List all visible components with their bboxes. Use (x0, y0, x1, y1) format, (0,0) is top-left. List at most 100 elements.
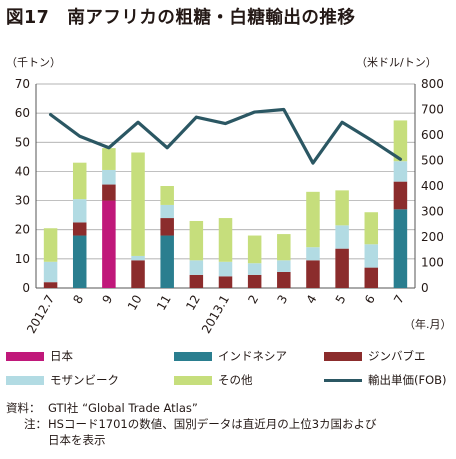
y-tick-label: 40 (15, 164, 30, 178)
legend-item-export-price: 輸出単価(FOB) (324, 372, 447, 388)
chart-svg: 0102030405060700100200300400500600700800… (6, 56, 452, 336)
bar-segment (102, 148, 116, 170)
legend-item-indonesia: インドネシア (174, 348, 287, 364)
bar-segment (306, 247, 320, 261)
legend-swatch-mozambique (6, 375, 44, 385)
bar-segment (72, 235, 87, 288)
legend-label-others: その他 (218, 373, 253, 387)
y2-tick-label: 500 (421, 154, 444, 168)
bar-segment (277, 234, 291, 261)
note-row: 注： HSコード1701の数値、国別データは直近月の上位3カ国および (6, 416, 456, 432)
x-tick-label: 2012.7 (24, 293, 57, 336)
bar-segment (160, 235, 174, 288)
x-tick-label: 8 (70, 293, 86, 307)
bar-segment (43, 282, 58, 288)
x-tick-label: 9 (100, 293, 116, 307)
bar-segment (189, 274, 204, 288)
note-line-1: HSコード1701の数値、国別データは直近月の上位3カ国および (48, 417, 377, 431)
bar-segment (247, 263, 262, 275)
bar-segment (277, 271, 291, 288)
y-tick-label: 70 (15, 77, 30, 91)
bar-segment (131, 255, 145, 261)
bar-segment (393, 181, 408, 210)
source-text: GTI社 “Global Trade Atlas” (48, 401, 198, 415)
legend-label-mozambique: モザンビーク (50, 373, 119, 387)
y-tick-label: 10 (15, 252, 30, 266)
bar-segment (160, 186, 174, 205)
legend-item-others: その他 (174, 372, 253, 388)
y-tick-label: 20 (15, 223, 30, 237)
bar-segment (102, 200, 116, 288)
legend-item-japan: 日本 (6, 348, 73, 364)
legend-label-zimbabwe: ジンバブエ (368, 349, 426, 363)
y-axis-label: （千トン） (6, 56, 61, 69)
bar-segment (247, 235, 262, 264)
bar-segment (364, 244, 379, 268)
bar-segment (131, 260, 145, 288)
legend: 日本 インドネシア ジンバブエ モザンビーク その他 輸出単価(FOB) (6, 348, 456, 396)
y2-tick-label: 400 (421, 179, 444, 193)
note-line-2: 日本を表示 (48, 433, 106, 447)
x-tick-label: 4 (304, 293, 320, 307)
y2-tick-label: 100 (421, 256, 444, 270)
x-tick-label: 5 (333, 293, 349, 307)
x-tick-label: 2 (245, 293, 261, 307)
bar-segment (189, 260, 204, 275)
bar-segment (218, 218, 233, 262)
y-tick-label: 30 (15, 194, 30, 208)
bar-segment (72, 199, 87, 223)
x-tick-label: 7 (391, 293, 407, 307)
y2-tick-label: 200 (421, 230, 444, 244)
bar-segment (335, 248, 349, 288)
x-tick-label: 11 (154, 293, 174, 313)
x-tick-label: 6 (362, 293, 378, 307)
legend-label-export-price: 輸出単価(FOB) (368, 373, 447, 387)
legend-item-mozambique: モザンビーク (6, 372, 119, 388)
title-text: 南アフリカの粗糖・白糖輸出の推移 (67, 8, 356, 28)
bar-segment (277, 260, 291, 272)
legend-swatch-japan (6, 351, 44, 361)
bar-segment (218, 276, 233, 288)
bar-segment (72, 222, 87, 236)
legend-label-indonesia: インドネシア (218, 349, 287, 363)
y2-tick-label: 0 (421, 281, 429, 295)
legend-item-zimbabwe: ジンバブエ (324, 348, 426, 364)
x-tick-label: 12 (183, 293, 203, 313)
x-axis-label: （年.月） (404, 317, 452, 331)
y2-tick-label: 800 (421, 77, 444, 91)
chart-title: 図17 南アフリカの粗糖・白糖輸出の推移 (6, 4, 355, 29)
source-label: 資料： (6, 401, 41, 415)
y2-axis-label: （米ドル/トン） (356, 56, 437, 69)
bar-segment (335, 225, 349, 249)
figure-number: 図17 (6, 8, 50, 28)
legend-swatch-others (174, 375, 212, 385)
bar-segment (393, 120, 408, 162)
bar-segment (247, 274, 262, 288)
bar-segment (160, 218, 174, 236)
x-tick-label: 10 (125, 293, 145, 313)
note-row-2: 日本を表示 (6, 432, 456, 448)
legend-swatch-zimbabwe (324, 351, 362, 361)
note-label: 注： (24, 417, 47, 431)
y2-tick-label: 300 (421, 205, 444, 219)
x-tick-label: 3 (274, 293, 290, 307)
bar-segment (72, 162, 87, 200)
y-tick-label: 60 (15, 106, 30, 120)
bar-segment (160, 204, 174, 219)
notes: 資料： GTI社 “Global Trade Atlas” 注： HSコード17… (6, 400, 456, 448)
bar-segment (364, 267, 379, 288)
legend-swatch-indonesia (174, 351, 212, 361)
source-row: 資料： GTI社 “Global Trade Atlas” (6, 400, 456, 416)
bar-segment (306, 260, 320, 288)
bar-segment (102, 184, 116, 201)
y-tick-label: 0 (22, 281, 30, 295)
bar-segment (393, 161, 408, 182)
bar-segment (102, 169, 116, 185)
legend-label-japan: 日本 (50, 349, 73, 363)
bar-segment (364, 212, 379, 245)
bar-segment (43, 228, 58, 262)
bar-segment (218, 261, 233, 277)
y-tick-label: 50 (15, 135, 30, 149)
bar-segment (393, 209, 408, 288)
bar-segment (131, 152, 145, 256)
